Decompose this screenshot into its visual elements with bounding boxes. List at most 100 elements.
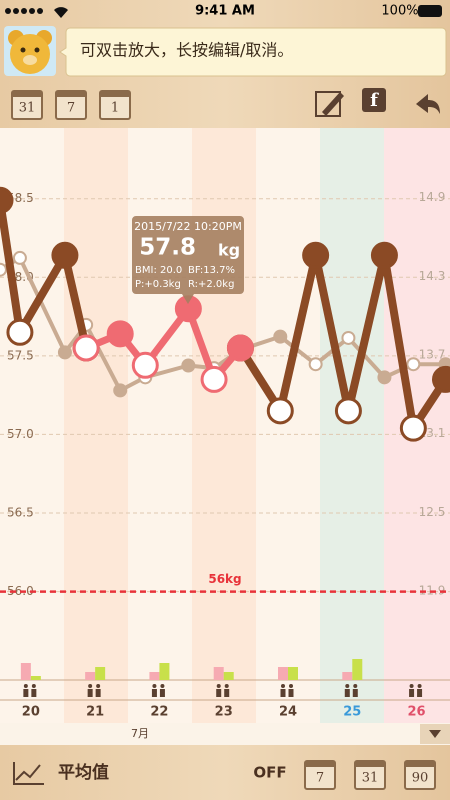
activity-bar xyxy=(223,672,234,680)
calendar-top xyxy=(305,761,335,767)
edit-icon[interactable] xyxy=(315,91,344,117)
people-icon xyxy=(87,684,101,697)
status-battery: 100% xyxy=(381,4,418,19)
person-body xyxy=(352,689,358,697)
tooltip-date: 2015/7/22 10:20PM xyxy=(134,220,242,233)
calendar-top xyxy=(405,761,435,767)
person-head xyxy=(281,684,285,688)
toggle-label[interactable]: OFF xyxy=(253,764,286,782)
y-tick-label: 58.5 xyxy=(7,191,34,205)
column-bg xyxy=(320,128,384,723)
person-body xyxy=(31,689,37,697)
person-body xyxy=(344,689,350,697)
person-body xyxy=(417,689,423,697)
average-icon[interactable] xyxy=(13,762,44,785)
people-icon xyxy=(23,684,37,697)
data-point[interactable] xyxy=(72,334,100,362)
person-head xyxy=(353,684,358,688)
data-point[interactable] xyxy=(341,330,356,345)
person-body xyxy=(216,689,222,697)
calendar-top xyxy=(56,91,86,97)
data-point[interactable] xyxy=(226,334,254,362)
average-label[interactable]: 平均值 xyxy=(58,762,109,783)
status-time: 9:41 AM xyxy=(195,4,255,19)
tooltip-bmi: BMI: 20.0 xyxy=(135,265,182,276)
data-point[interactable] xyxy=(308,357,323,372)
data-point[interactable] xyxy=(12,250,27,265)
data-point[interactable] xyxy=(106,320,134,348)
person-body xyxy=(288,689,294,697)
data-point[interactable] xyxy=(266,397,294,425)
calendar-label: 31 xyxy=(362,771,379,786)
data-point[interactable] xyxy=(113,383,128,398)
data-point[interactable] xyxy=(181,358,196,373)
x-tick-label: 26 xyxy=(408,705,426,720)
calendar-button[interactable]: 7 xyxy=(304,760,336,790)
signal xyxy=(5,8,43,14)
data-point[interactable] xyxy=(51,241,79,269)
data-point[interactable] xyxy=(131,351,159,379)
calendar-button[interactable]: 31 xyxy=(11,90,43,120)
person-head xyxy=(216,684,221,688)
x-tick-label: 20 xyxy=(22,705,40,720)
person-head xyxy=(224,684,229,688)
calendar-button[interactable]: 31 xyxy=(354,760,386,790)
data-point[interactable] xyxy=(0,262,7,277)
month-label: 7月 xyxy=(131,727,149,740)
data-point[interactable] xyxy=(6,318,34,346)
person-head xyxy=(23,684,28,688)
data-point[interactable] xyxy=(432,365,450,393)
activity-bar xyxy=(95,667,106,680)
tooltip: 2015/7/22 10:20PM 57.8 kg BMI: 20.0 BF:1… xyxy=(132,216,244,304)
activity-bar xyxy=(20,663,31,680)
person-head xyxy=(152,684,157,688)
avatar[interactable] xyxy=(4,26,56,76)
x-tick-label: 22 xyxy=(150,705,168,720)
calendar-top xyxy=(100,91,130,97)
y-tick-label: 56.5 xyxy=(7,506,34,520)
activity-bar xyxy=(342,672,353,680)
person-body xyxy=(280,689,286,697)
data-point[interactable] xyxy=(57,345,72,360)
people-icon xyxy=(216,684,230,697)
data-point[interactable] xyxy=(377,370,392,385)
data-point[interactable] xyxy=(273,329,288,344)
data-point[interactable] xyxy=(0,186,14,214)
person-body xyxy=(151,689,157,697)
data-point[interactable] xyxy=(406,357,421,372)
calendar-top xyxy=(12,91,42,97)
x-tick-label: 21 xyxy=(86,705,104,720)
activity-bar xyxy=(149,672,160,680)
activity-bar xyxy=(85,672,96,680)
data-point[interactable] xyxy=(302,241,330,269)
data-point[interactable] xyxy=(399,414,427,442)
calendar-label: 7 xyxy=(67,101,75,116)
activity-bar xyxy=(278,667,288,680)
data-point[interactable] xyxy=(370,241,398,269)
activity-bar xyxy=(159,663,170,680)
facebook-icon[interactable]: f xyxy=(362,88,386,112)
activity-bar xyxy=(213,667,224,680)
month-row xyxy=(0,723,450,745)
back-icon[interactable] xyxy=(416,94,440,114)
activity-bar xyxy=(288,667,298,680)
y-tick-label: 57.5 xyxy=(7,348,34,362)
calendar-label: 90 xyxy=(412,771,429,786)
target-label: 56kg xyxy=(208,572,241,586)
y-tick-label: 57.0 xyxy=(7,427,34,441)
y2-tick-label: 13.7 xyxy=(419,348,446,362)
expand-arrow xyxy=(429,730,441,738)
data-point[interactable] xyxy=(200,365,228,393)
calendar-button[interactable]: 90 xyxy=(404,760,436,790)
data-point[interactable] xyxy=(334,397,362,425)
tip-bubble xyxy=(59,27,447,77)
people-icon xyxy=(409,684,423,697)
activity-bar xyxy=(30,676,41,680)
person-head xyxy=(160,684,165,688)
person-head xyxy=(96,684,101,688)
calendar-button[interactable]: 7 xyxy=(55,90,87,120)
calendar-button[interactable]: 1 xyxy=(99,90,131,120)
person-body xyxy=(224,689,230,697)
person-body xyxy=(159,689,165,697)
